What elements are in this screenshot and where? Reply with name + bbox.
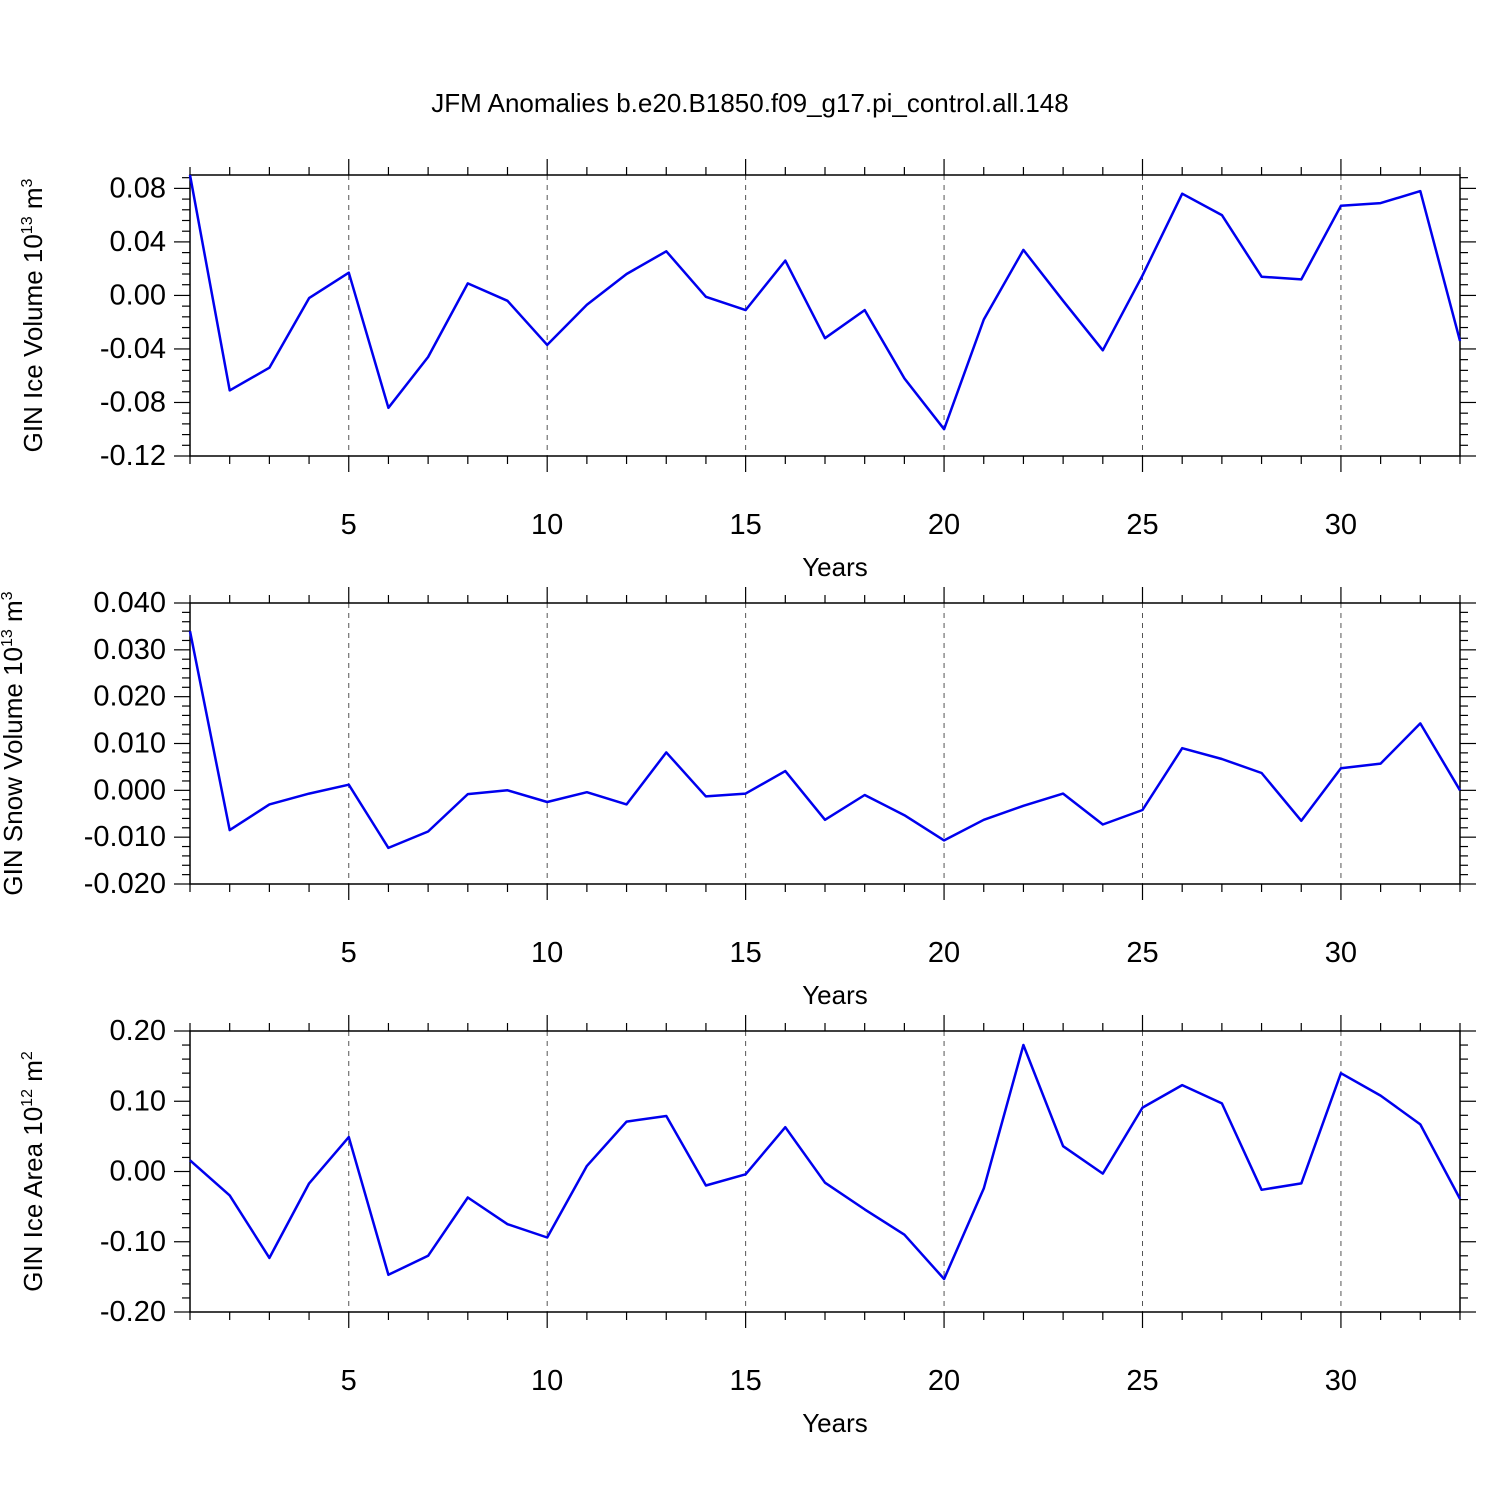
- x-tick-label: 15: [729, 1365, 761, 1397]
- y-tick-label: 0.08: [110, 172, 166, 204]
- x-tick-label: 25: [1126, 937, 1158, 969]
- y-axis-title: GIN Snow Volume 1013 m3: [0, 591, 28, 895]
- y-tick-label: -0.020: [84, 868, 166, 900]
- y-tick-label: 0.020: [93, 681, 166, 713]
- x-tick-label: 30: [1325, 937, 1357, 969]
- panel-2: 5 10 15 20 25 30 -0.020 -0.010 0.000 0.010 0.020 0.…: [0, 587, 1476, 1010]
- x-tick-label: 20: [928, 1365, 960, 1397]
- y-axis-title: GIN Ice Volume 1013 m3: [18, 178, 48, 452]
- x-tick-label: 20: [928, 937, 960, 969]
- y-axis-title: GIN Ice Area 1012 m2: [18, 1051, 48, 1292]
- x-tick-label: 30: [1325, 1365, 1357, 1397]
- x-tick-label: 30: [1325, 509, 1357, 541]
- y-tick-label: 0.00: [110, 1156, 166, 1188]
- panel-3: 5 10 15 20 25 30 -0.20 -0.10 0.00 0.10 0.20 Years GI…: [18, 1015, 1476, 1438]
- x-axis-title: Years: [802, 552, 868, 582]
- x-tick-label: 10: [531, 509, 563, 541]
- series-line: [188, 630, 1462, 850]
- plot-frame: [189, 174, 1461, 457]
- y-tick-label: -0.010: [84, 821, 166, 853]
- x-axis-title: Years: [802, 1408, 868, 1438]
- x-tick-label: 5: [341, 1365, 357, 1397]
- x-tick-label: 10: [531, 937, 563, 969]
- series-line: [189, 1043, 1462, 1281]
- x-tick-label: 5: [341, 509, 357, 541]
- y-tick-label: 0.04: [110, 226, 166, 258]
- y-tick-label: -0.04: [100, 333, 166, 365]
- x-tick-label: 5: [341, 937, 357, 969]
- y-tick-label: 0.20: [110, 1015, 166, 1047]
- y-tick-label: 0.030: [93, 634, 166, 666]
- panel-1: 5 10 15 20 25 30 -0.12 -0.08 -0.04 0.00 0.04 0.08 Ye…: [18, 159, 1476, 582]
- y-tick-label: 0.040: [93, 587, 166, 619]
- y-tick-label: -0.10: [100, 1226, 166, 1258]
- y-tick-label: -0.08: [100, 386, 166, 418]
- y-tick-label: 0.000: [93, 774, 166, 806]
- y-tick-label: 0.010: [93, 728, 166, 760]
- figure-title: JFM Anomalies b.e20.B1850.f09_g17.pi_con…: [431, 88, 1068, 118]
- x-axis-title: Years: [802, 980, 868, 1010]
- x-tick-label: 15: [729, 937, 761, 969]
- x-tick-label: 25: [1126, 509, 1158, 541]
- y-tick-label: 0.00: [110, 279, 166, 311]
- x-tick-label: 25: [1126, 1365, 1158, 1397]
- plot-frame: [189, 1030, 1461, 1313]
- x-tick-label: 10: [531, 1365, 563, 1397]
- series-line: [188, 174, 1462, 431]
- x-tick-label: 15: [729, 509, 761, 541]
- y-tick-label: -0.12: [100, 440, 166, 472]
- plot-frame: [189, 602, 1461, 885]
- y-tick-label: -0.20: [100, 1296, 166, 1328]
- y-tick-label: 0.10: [110, 1085, 166, 1117]
- x-tick-label: 20: [928, 509, 960, 541]
